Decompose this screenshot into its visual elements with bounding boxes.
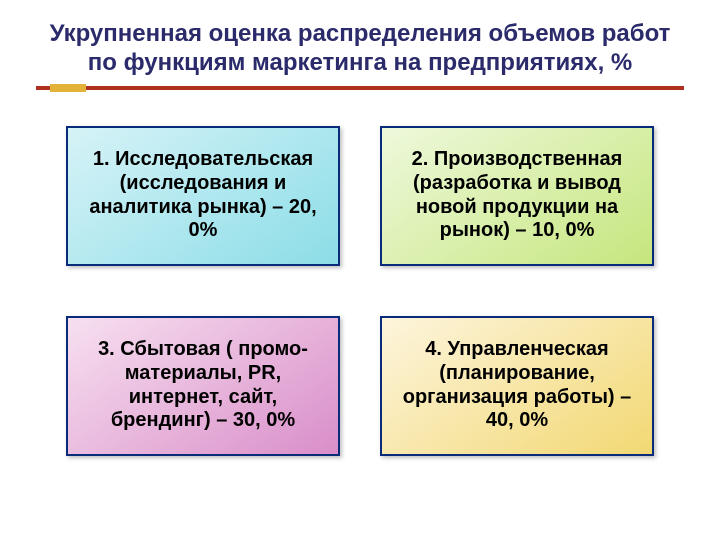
box-text: 4. Управленческая (планирование, организ… bbox=[396, 338, 638, 432]
underline-accent bbox=[50, 84, 86, 92]
underline-bar bbox=[36, 86, 684, 90]
slide: Укрупненная оценка распределения объемов… bbox=[0, 0, 720, 540]
title-underline bbox=[36, 86, 684, 96]
box-text: 1. Исследовательская (исследования и ана… bbox=[82, 148, 324, 242]
box-text: 3. Сбытовая ( промо-материалы, PR, интер… bbox=[82, 338, 324, 432]
box-sales: 3. Сбытовая ( промо-материалы, PR, интер… bbox=[66, 316, 340, 456]
box-management: 4. Управленческая (планирование, организ… bbox=[380, 316, 654, 456]
box-research: 1. Исследовательская (исследования и ана… bbox=[66, 126, 340, 266]
box-text: 2. Производственная (разработка и вывод … bbox=[396, 148, 638, 242]
slide-title: Укрупненная оценка распределения объемов… bbox=[36, 20, 684, 78]
box-production: 2. Производственная (разработка и вывод … bbox=[380, 126, 654, 266]
box-grid: 1. Исследовательская (исследования и ана… bbox=[36, 126, 684, 456]
